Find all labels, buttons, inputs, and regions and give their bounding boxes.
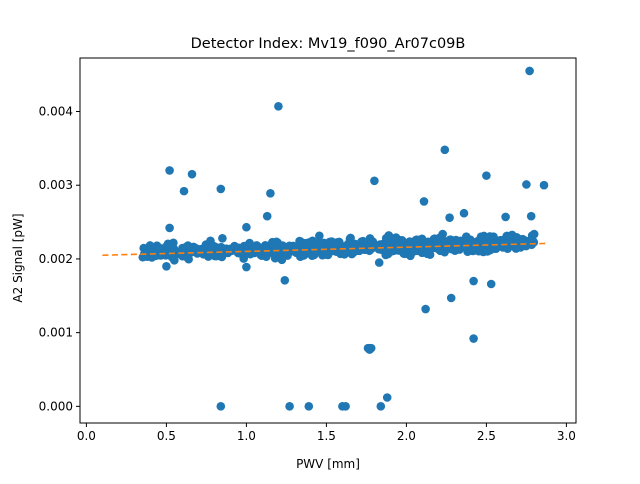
cluster-point (463, 239, 472, 249)
cluster-point (479, 239, 488, 249)
outlier-point (522, 180, 531, 189)
cluster-point (277, 255, 287, 265)
cluster-point (140, 251, 150, 261)
outlier-point (262, 211, 272, 221)
cluster-point (409, 247, 418, 256)
cluster-point (169, 238, 178, 248)
x-tick-label: 3.0 (557, 429, 576, 443)
x-tick-label: 2.5 (477, 429, 496, 443)
x-tick-label: 0.0 (77, 429, 96, 443)
cluster-point (329, 240, 339, 249)
outlier-point (341, 402, 350, 411)
cluster-point (268, 237, 277, 247)
y-tick-label: 0.003 (39, 178, 73, 192)
outlier-point (469, 276, 478, 286)
axis-ticks: 0.0 0.5 1.0 1.5 2.0 2.5 3.0 0.000 0.001 0.002 0.00… (39, 105, 576, 443)
outlier-point (446, 293, 456, 303)
cluster-point (170, 256, 179, 265)
outlier-point (459, 208, 469, 218)
outlier-point (419, 197, 429, 206)
outlier-point (376, 402, 386, 411)
y-axis-label: A2 Signal [pW] (11, 213, 25, 302)
cluster-point (236, 249, 245, 258)
outlier-point (486, 279, 496, 289)
outlier-point (482, 171, 491, 180)
outlier-point (445, 213, 454, 222)
cluster-point (412, 237, 422, 247)
cluster-point (183, 241, 193, 250)
outlier-point (370, 176, 379, 186)
cluster-point (206, 243, 216, 253)
x-tick-label: 1.5 (317, 429, 336, 443)
outlier-point (421, 304, 430, 314)
cluster-point (503, 238, 513, 248)
y-tick-label: 0.000 (39, 399, 73, 413)
outlier-point (179, 186, 189, 196)
cluster-point (154, 243, 164, 252)
outlier-point (218, 233, 227, 243)
outlier-point (501, 212, 510, 222)
cluster-point (399, 243, 408, 252)
cluster-point (315, 231, 324, 241)
outlier-point (216, 184, 226, 194)
cluster-point (512, 241, 522, 251)
outlier-point (374, 258, 384, 267)
outlier-point (525, 66, 534, 76)
x-tick-label: 0.5 (157, 429, 176, 443)
cluster-point (199, 247, 209, 256)
outlier-point (526, 211, 536, 221)
chart-title: Detector Index: Mv19_f090_Ar07c09B (191, 36, 466, 52)
outlier-point (365, 345, 374, 354)
cluster-point (278, 241, 287, 250)
fit-line-layer (102, 242, 546, 257)
fit-line (102, 242, 546, 257)
cluster-point (527, 235, 537, 244)
cluster-point (434, 245, 444, 254)
x-tick-label: 1.0 (237, 429, 256, 443)
outlier-point (304, 402, 314, 411)
outlier-point (440, 145, 450, 155)
cluster-point (309, 244, 318, 253)
outlier-point (280, 276, 290, 285)
outlier-point (165, 223, 174, 233)
outlier-point (285, 402, 294, 411)
outlier-point (266, 189, 275, 198)
cluster-point (210, 251, 220, 261)
x-tick-label: 2.0 (397, 429, 416, 443)
cluster-point (373, 241, 383, 251)
outlier-point (216, 402, 226, 411)
outlier-point (539, 180, 549, 190)
outlier-point (242, 262, 251, 272)
cluster-point (323, 250, 333, 260)
y-tick-label: 0.001 (39, 326, 73, 340)
cluster-point (419, 243, 428, 253)
cluster-point (384, 231, 394, 240)
cluster-point (290, 243, 299, 253)
cluster-point (390, 246, 399, 255)
outlier-point (382, 393, 392, 402)
plot-frame (79, 57, 577, 424)
outlier-point (165, 166, 174, 175)
cluster-point (363, 238, 373, 248)
outlier-point (162, 261, 171, 271)
outlier-point (469, 334, 478, 343)
cluster-point (521, 241, 531, 251)
outlier-point (242, 222, 251, 232)
cluster-point (441, 238, 450, 247)
y-tick-label: 0.002 (39, 252, 73, 266)
cluster-point (405, 237, 414, 246)
x-axis-label: PWV [mm] (296, 457, 360, 471)
y-tick-label: 0.004 (39, 105, 73, 119)
outlier-point (187, 169, 197, 179)
outlier-point (274, 102, 283, 111)
